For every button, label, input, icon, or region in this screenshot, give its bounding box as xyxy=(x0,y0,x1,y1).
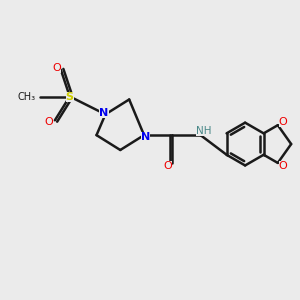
Text: N: N xyxy=(99,108,109,118)
Text: O: O xyxy=(279,117,287,127)
Text: O: O xyxy=(164,161,172,171)
Text: NH: NH xyxy=(196,126,211,136)
Text: O: O xyxy=(45,117,53,127)
Text: O: O xyxy=(279,161,287,172)
Text: N: N xyxy=(141,132,150,142)
Text: CH₃: CH₃ xyxy=(17,92,36,101)
Text: O: O xyxy=(52,63,61,73)
Text: S: S xyxy=(66,92,74,101)
